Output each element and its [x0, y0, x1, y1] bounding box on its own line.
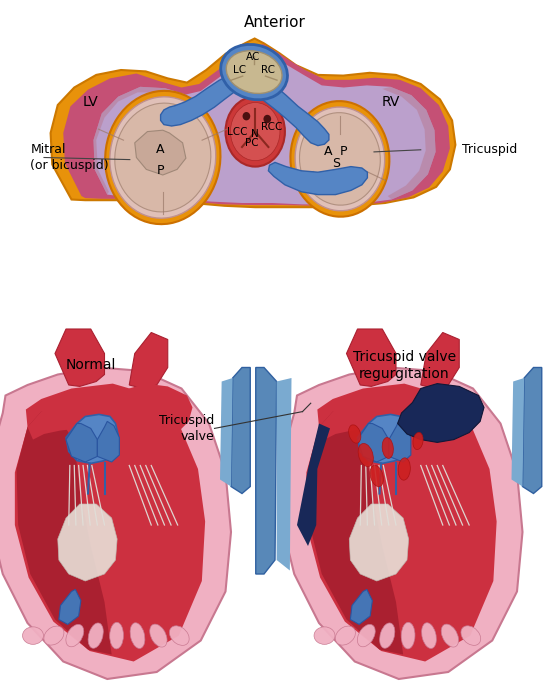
Polygon shape [398, 384, 484, 442]
Polygon shape [358, 414, 410, 463]
Ellipse shape [88, 623, 103, 648]
Ellipse shape [243, 112, 250, 120]
Text: P: P [339, 145, 347, 158]
Polygon shape [522, 368, 542, 493]
Text: N: N [251, 130, 259, 139]
Ellipse shape [23, 627, 43, 644]
Polygon shape [512, 378, 524, 486]
Polygon shape [349, 504, 409, 581]
Ellipse shape [358, 444, 373, 466]
Polygon shape [308, 412, 403, 654]
Polygon shape [346, 329, 396, 386]
Polygon shape [63, 44, 450, 206]
Polygon shape [16, 412, 112, 654]
Text: LC: LC [233, 65, 246, 75]
Polygon shape [358, 424, 389, 462]
Polygon shape [0, 368, 231, 679]
Ellipse shape [398, 458, 410, 480]
Ellipse shape [221, 44, 288, 100]
Text: RCC: RCC [261, 122, 282, 132]
Polygon shape [129, 332, 168, 389]
Polygon shape [66, 424, 97, 462]
Polygon shape [94, 87, 186, 195]
Text: P: P [157, 164, 164, 176]
Polygon shape [51, 38, 455, 207]
Ellipse shape [379, 623, 395, 648]
Ellipse shape [263, 115, 271, 123]
Polygon shape [319, 402, 396, 440]
Ellipse shape [422, 623, 436, 648]
Ellipse shape [401, 622, 415, 649]
Text: LV: LV [83, 94, 98, 108]
Ellipse shape [295, 107, 384, 211]
Ellipse shape [300, 113, 380, 205]
Ellipse shape [109, 622, 124, 649]
Polygon shape [135, 130, 186, 175]
Ellipse shape [169, 626, 189, 645]
Ellipse shape [382, 438, 393, 458]
Text: LCC: LCC [227, 127, 248, 136]
Ellipse shape [413, 433, 423, 449]
Ellipse shape [66, 624, 84, 647]
Ellipse shape [349, 425, 361, 443]
Ellipse shape [110, 97, 216, 218]
Ellipse shape [230, 102, 280, 160]
Polygon shape [268, 162, 367, 195]
Polygon shape [251, 78, 329, 146]
Text: Tricuspid: Tricuspid [462, 144, 517, 156]
Text: A: A [156, 143, 165, 155]
Polygon shape [58, 504, 117, 581]
Text: RC: RC [261, 65, 275, 75]
Ellipse shape [115, 103, 211, 212]
Polygon shape [94, 50, 436, 204]
Polygon shape [59, 589, 81, 624]
Polygon shape [66, 414, 118, 463]
Polygon shape [382, 87, 436, 200]
Polygon shape [389, 421, 411, 462]
Text: S: S [332, 158, 340, 170]
Polygon shape [277, 378, 292, 570]
Ellipse shape [105, 91, 221, 224]
Text: PC: PC [245, 139, 258, 148]
Polygon shape [55, 329, 104, 386]
Ellipse shape [461, 626, 481, 645]
Polygon shape [161, 75, 244, 126]
Polygon shape [15, 384, 205, 662]
Ellipse shape [226, 50, 282, 94]
Polygon shape [231, 368, 250, 493]
Polygon shape [297, 424, 330, 546]
Text: Tricuspid valve
regurgitation: Tricuspid valve regurgitation [353, 350, 456, 381]
Ellipse shape [130, 623, 145, 648]
Ellipse shape [370, 466, 383, 486]
Ellipse shape [441, 624, 459, 647]
Polygon shape [256, 368, 277, 574]
Text: RV: RV [381, 94, 400, 108]
Polygon shape [350, 589, 372, 624]
Polygon shape [106, 384, 192, 442]
Polygon shape [280, 368, 522, 679]
Polygon shape [398, 384, 484, 442]
Ellipse shape [358, 624, 375, 647]
Ellipse shape [226, 97, 285, 167]
Text: AC: AC [246, 52, 260, 62]
Text: Anterior: Anterior [244, 15, 306, 30]
Polygon shape [28, 402, 105, 440]
Ellipse shape [44, 626, 64, 645]
Polygon shape [97, 421, 119, 462]
Ellipse shape [314, 627, 335, 644]
Ellipse shape [150, 624, 167, 647]
Text: Normal: Normal [65, 358, 116, 372]
Polygon shape [306, 384, 497, 662]
Polygon shape [220, 378, 233, 486]
Ellipse shape [290, 101, 389, 217]
Ellipse shape [336, 626, 355, 645]
Text: Mitral
(or bicuspid): Mitral (or bicuspid) [30, 143, 109, 172]
Text: A: A [324, 145, 333, 158]
Polygon shape [421, 332, 459, 389]
Text: Tricuspid
valve: Tricuspid valve [160, 414, 215, 443]
